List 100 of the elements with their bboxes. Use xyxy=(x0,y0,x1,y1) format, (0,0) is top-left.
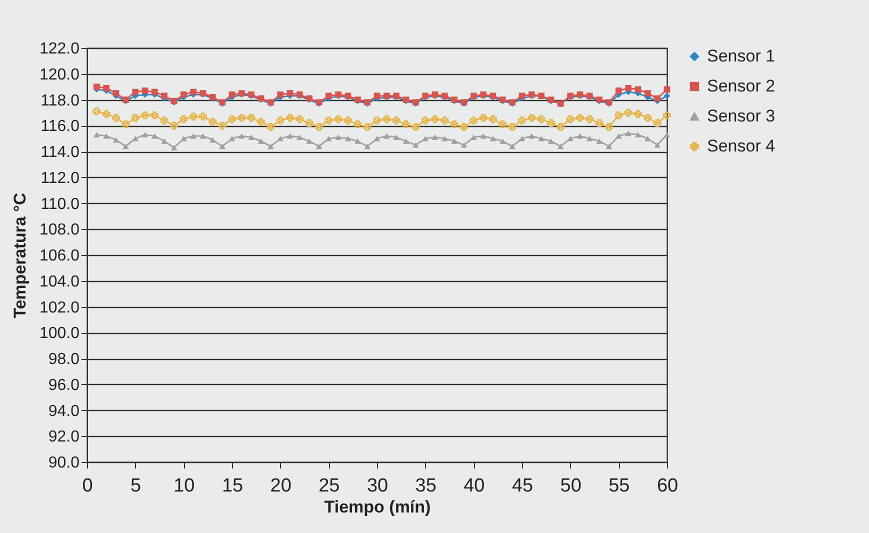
point xyxy=(305,119,314,127)
point xyxy=(364,144,370,150)
point xyxy=(576,133,584,139)
point xyxy=(586,115,594,124)
point xyxy=(112,90,120,96)
point xyxy=(509,144,516,150)
point xyxy=(664,92,670,100)
point xyxy=(518,116,526,124)
point xyxy=(161,138,168,144)
point xyxy=(132,88,138,96)
point xyxy=(644,90,651,96)
point xyxy=(625,130,632,136)
point xyxy=(228,91,236,98)
point xyxy=(102,110,110,118)
legend-label: Sensor 2 xyxy=(707,76,776,96)
x-tick-label: 35 xyxy=(415,476,436,496)
point xyxy=(315,123,323,131)
point xyxy=(595,119,604,127)
point xyxy=(373,116,381,124)
point xyxy=(402,138,410,144)
point xyxy=(537,115,546,124)
point xyxy=(664,132,670,138)
point xyxy=(498,120,507,128)
point xyxy=(276,116,284,124)
y-tick-label: 96.0 xyxy=(48,376,80,394)
point xyxy=(257,118,265,126)
point xyxy=(393,134,400,140)
x-tick-label: 5 xyxy=(130,476,142,496)
point xyxy=(112,114,120,122)
point xyxy=(190,133,196,139)
point xyxy=(500,138,506,144)
point xyxy=(402,120,410,128)
point xyxy=(392,116,400,124)
point xyxy=(421,116,430,124)
point xyxy=(228,136,236,142)
point xyxy=(268,144,274,150)
point xyxy=(384,133,390,139)
point xyxy=(538,136,544,142)
point xyxy=(326,136,332,142)
y-axis-title: Temperatura °C xyxy=(10,192,30,318)
x-tick-label: 15 xyxy=(222,476,244,496)
y-tick-label: 108.0 xyxy=(39,222,80,239)
point xyxy=(528,133,535,139)
point xyxy=(451,138,458,144)
point xyxy=(460,123,468,131)
point xyxy=(344,136,352,142)
x-tick-label: 25 xyxy=(318,476,340,496)
point xyxy=(170,144,178,150)
point xyxy=(190,88,196,96)
point xyxy=(548,138,554,144)
point xyxy=(480,133,486,139)
point xyxy=(442,136,448,142)
point xyxy=(112,137,120,143)
point xyxy=(344,116,352,124)
x-tick-label: 20 xyxy=(270,476,292,496)
point xyxy=(558,144,564,150)
point xyxy=(634,132,642,138)
y-tick-label: 116.0 xyxy=(40,118,80,136)
point xyxy=(432,134,438,140)
point xyxy=(576,114,584,122)
point xyxy=(625,84,632,92)
y-tick-label: 102.0 xyxy=(39,299,80,316)
point xyxy=(431,115,439,124)
point xyxy=(616,88,622,94)
x-tick-label: 10 xyxy=(174,476,195,496)
point xyxy=(208,118,217,126)
x-tick-label: 0 xyxy=(82,476,93,496)
x-tick-label: 40 xyxy=(464,476,485,496)
point xyxy=(306,138,312,144)
y-tick-label: 110.0 xyxy=(40,196,80,213)
y-tick-label: 98.0 xyxy=(48,351,80,368)
point xyxy=(200,133,206,139)
point xyxy=(450,120,458,128)
point xyxy=(161,92,168,100)
legend-label: Sensor 1 xyxy=(707,46,776,66)
point xyxy=(412,142,419,148)
point xyxy=(247,114,256,122)
legend-label: Sensor 4 xyxy=(707,136,776,156)
point xyxy=(470,116,478,124)
x-tick-label: 50 xyxy=(560,476,582,496)
point xyxy=(556,123,565,131)
point xyxy=(103,84,110,92)
point xyxy=(644,136,651,142)
point xyxy=(210,137,216,143)
x-tick-label: 60 xyxy=(656,476,678,496)
point xyxy=(150,111,159,120)
point xyxy=(180,136,187,142)
point xyxy=(266,123,275,131)
point xyxy=(199,112,207,120)
point xyxy=(412,123,420,131)
point xyxy=(490,136,496,142)
point xyxy=(422,136,428,142)
point xyxy=(586,136,593,142)
point xyxy=(654,95,660,102)
point xyxy=(363,123,372,131)
point xyxy=(606,144,612,150)
y-tick-label: 112.0 xyxy=(40,170,80,187)
point xyxy=(653,119,662,127)
y-tick-label: 120.0 xyxy=(39,66,80,84)
point xyxy=(624,108,632,117)
